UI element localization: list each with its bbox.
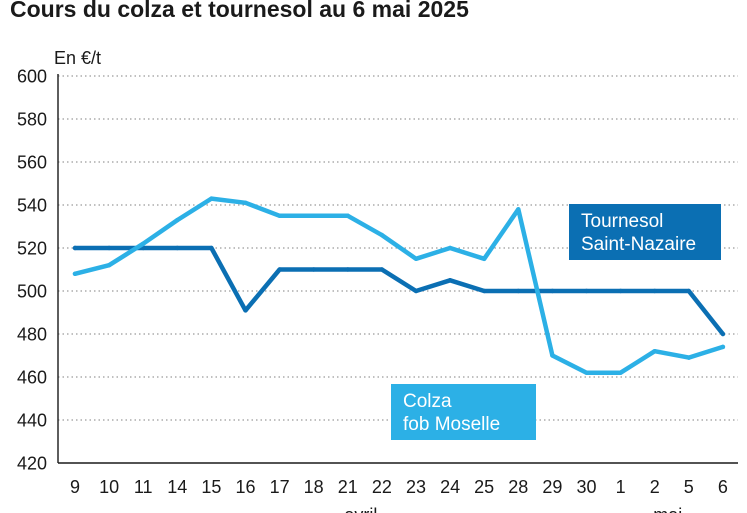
data-point xyxy=(516,207,521,212)
month-label: avril xyxy=(344,505,377,513)
data-point xyxy=(106,263,112,268)
x-tick-label: 24 xyxy=(440,477,460,497)
data-point xyxy=(311,267,316,272)
data-point xyxy=(413,256,419,261)
x-tick-labels: 9 10 11 14 15 16 17 18 21 22 23 24 25 28 29 30 1 2 5 6 xyxy=(70,477,728,497)
data-point xyxy=(720,344,726,350)
data-point xyxy=(686,355,691,360)
data-point xyxy=(447,245,453,251)
x-tick-label: 14 xyxy=(167,477,187,497)
x-tick-label: 15 xyxy=(201,477,221,497)
series-label-box xyxy=(391,384,536,440)
series-label-text: Tournesol xyxy=(581,211,663,232)
series-line-0 xyxy=(72,245,726,337)
series-label-text: Saint-Nazaire xyxy=(581,234,696,255)
x-tick-label: 5 xyxy=(684,477,694,497)
x-tick-label: 30 xyxy=(576,477,596,497)
x-tick-label: 21 xyxy=(338,477,358,497)
data-point xyxy=(686,288,691,294)
data-point xyxy=(379,267,385,272)
data-point xyxy=(311,213,316,218)
x-tick-label: 29 xyxy=(542,477,562,497)
data-point xyxy=(550,353,555,358)
data-point xyxy=(72,271,78,276)
y-tick-label: 480 xyxy=(17,325,47,345)
x-tick-label: 28 xyxy=(508,477,528,497)
data-point xyxy=(379,232,385,238)
data-point xyxy=(345,267,350,272)
month-labels: avril mai xyxy=(344,505,682,513)
data-point xyxy=(243,308,248,313)
data-point xyxy=(209,245,214,251)
y-tick-labels: 420 440 460 480 500 520 540 560 580 600 xyxy=(17,67,47,474)
chart-title: Cours du colza et tournesol au 6 mai 202… xyxy=(10,0,469,22)
data-point xyxy=(618,370,623,375)
series-line-1 xyxy=(72,196,726,375)
data-point xyxy=(652,349,657,354)
data-point xyxy=(345,213,350,218)
y-tick-label: 460 xyxy=(17,368,47,388)
y-tick-label: 540 xyxy=(17,196,47,216)
data-point xyxy=(550,288,555,294)
data-point xyxy=(584,370,589,375)
data-point xyxy=(720,331,726,337)
x-tick-label: 16 xyxy=(235,477,255,497)
data-point xyxy=(72,245,78,251)
data-point xyxy=(175,217,180,223)
x-tick-label: 18 xyxy=(304,477,324,497)
data-point xyxy=(516,288,521,294)
x-tick-label: 23 xyxy=(406,477,426,497)
data-point xyxy=(175,245,180,251)
series-label-box xyxy=(569,204,721,260)
y-tick-label: 500 xyxy=(17,282,47,302)
x-tick-label: 6 xyxy=(718,477,728,497)
data-point xyxy=(277,267,282,272)
data-point xyxy=(482,256,487,261)
y-tick-label: 580 xyxy=(17,110,47,130)
data-point xyxy=(482,288,487,294)
data-point xyxy=(447,278,453,283)
y-tick-label: 600 xyxy=(17,67,47,87)
data-point xyxy=(106,245,112,251)
x-tick-label: 17 xyxy=(270,477,290,497)
x-tick-label: 9 xyxy=(70,477,80,497)
x-tick-label: 25 xyxy=(474,477,494,497)
x-tick-label: 22 xyxy=(372,477,392,497)
series-lines xyxy=(72,196,726,375)
y-tick-label: 520 xyxy=(17,239,47,259)
data-point xyxy=(413,288,419,294)
series-label-text: Colza xyxy=(403,391,452,412)
y-tick-label: 420 xyxy=(17,454,47,474)
x-tick-label: 10 xyxy=(99,477,119,497)
data-point xyxy=(209,196,214,201)
axes xyxy=(57,74,738,464)
y-tick-label: 440 xyxy=(17,411,47,431)
data-point xyxy=(618,288,623,294)
data-point xyxy=(243,200,248,206)
month-label: mai xyxy=(653,505,682,513)
x-tick-label: 2 xyxy=(650,477,660,497)
x-tick-label: 1 xyxy=(616,477,626,497)
data-point xyxy=(277,213,282,218)
series-label-text: fob Moselle xyxy=(403,414,500,435)
y-tick-label: 560 xyxy=(17,153,47,173)
y-axis-unit: En €/t xyxy=(54,48,101,68)
x-tick-label: 11 xyxy=(134,477,153,497)
data-point xyxy=(141,241,146,246)
data-point xyxy=(652,288,657,294)
data-point xyxy=(584,288,589,294)
